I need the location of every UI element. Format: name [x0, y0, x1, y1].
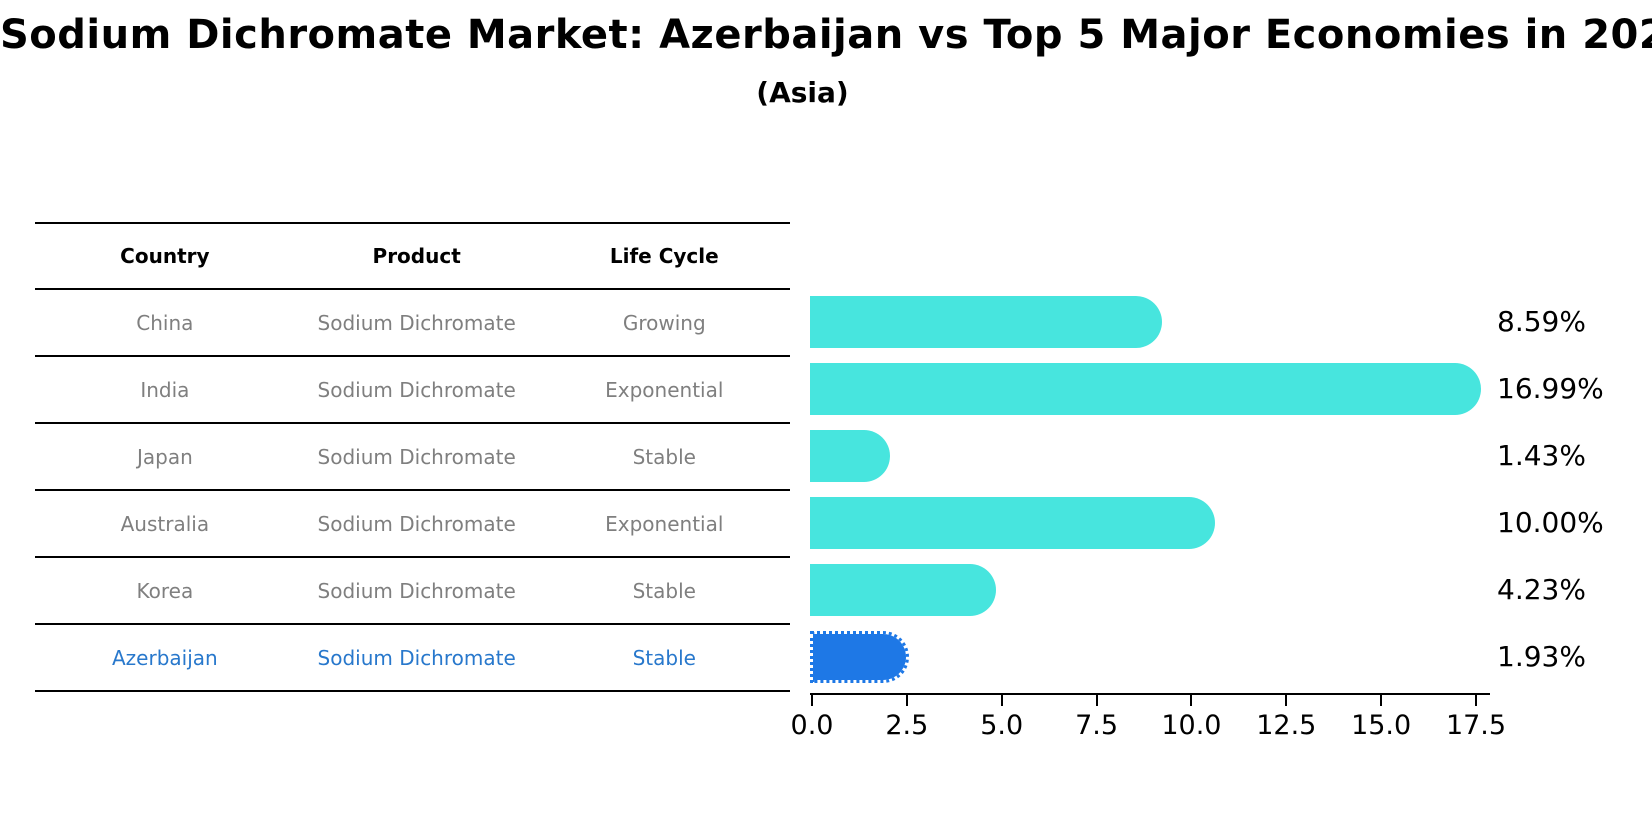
column-header-country: Country [120, 244, 210, 268]
table-cell-product: Sodium Dichromate [317, 511, 516, 536]
x-tick-label: 10.0 [1161, 710, 1222, 741]
bar-australia [810, 496, 1216, 549]
table-row: India Sodium Dichromate Exponential [35, 357, 790, 424]
bar-korea [810, 563, 997, 616]
table-cell-country: India [140, 377, 190, 402]
value-label: 16.99% [1497, 371, 1604, 405]
x-tick [1095, 693, 1098, 706]
table-cell-life-cycle: Growing [622, 310, 706, 335]
table-row: Azerbaijan Sodium Dichromate Stable [35, 625, 790, 692]
page-subtitle: (Asia) [756, 76, 849, 109]
page-title: Sodium Dichromate Market: Azerbaijan vs … [0, 12, 1652, 58]
table-cell-product: Sodium Dichromate [317, 444, 516, 469]
x-tick-label: 2.5 [885, 710, 929, 741]
value-label: 1.43% [1497, 438, 1586, 472]
value-label: 8.59% [1497, 304, 1586, 338]
table-row: Korea Sodium Dichromate Stable [35, 558, 790, 625]
table-cell-product: Sodium Dichromate [317, 377, 516, 402]
x-tick-label: 5.0 [980, 710, 1024, 741]
table-row: China Sodium Dichromate Growing [35, 290, 790, 357]
table-cell-product: Sodium Dichromate [317, 578, 516, 603]
comparison-table: Country Product Life Cycle China Sodium D… [35, 222, 790, 692]
x-tick [1285, 693, 1288, 706]
table-cell-life-cycle: Exponential [605, 377, 724, 402]
x-tick-label: 17.5 [1445, 710, 1507, 741]
x-tick [1000, 693, 1003, 706]
value-label: 1.93% [1497, 639, 1586, 673]
table-cell-country: China [136, 310, 194, 335]
column-header-life-cycle: Life Cycle [609, 244, 719, 268]
value-label: 4.23% [1497, 572, 1586, 606]
table-row: Japan Sodium Dichromate Stable [35, 424, 790, 491]
bar-azerbaijan [810, 630, 910, 683]
x-tick-label: 0.0 [790, 710, 834, 741]
x-tick [1475, 693, 1477, 706]
table-cell-product: Sodium Dichromate [317, 310, 516, 335]
column-header-product: Product [372, 244, 461, 268]
table-header-row: Country Product Life Cycle [35, 224, 790, 290]
table-cell-country: Azerbaijan [112, 645, 218, 670]
x-tick [1380, 693, 1383, 706]
x-tick-label: 15.0 [1351, 710, 1412, 741]
table-body: China Sodium Dichromate Growing India Sodium… [35, 290, 790, 692]
table-cell-life-cycle: Stable [632, 578, 696, 603]
bar-china [810, 295, 1162, 348]
table-cell-country: Japan [136, 444, 193, 469]
x-tick [811, 693, 813, 706]
x-axis-line [810, 693, 1490, 695]
value-label: 10.00% [1497, 505, 1604, 539]
table-row: Australia Sodium Dichromate Exponential [35, 491, 790, 558]
table-cell-life-cycle: Stable [632, 645, 696, 670]
table-cell-country: Australia [120, 511, 210, 536]
table-cell-country: Korea [136, 578, 194, 603]
table-cell-product: Sodium Dichromate [317, 645, 516, 670]
plot-area: 0.0 2.5 5.0 7.5 10.0 12.5 15.0 17.5 8.59% 16.99%… [791, 222, 1652, 802]
x-tick [905, 693, 908, 706]
x-tick-label: 7.5 [1075, 710, 1119, 741]
bar-japan [810, 429, 891, 482]
x-tick-label: 12.5 [1256, 710, 1317, 741]
x-tick [1190, 693, 1193, 706]
table-cell-life-cycle: Stable [632, 444, 696, 469]
bar-india [810, 362, 1481, 415]
table-cell-life-cycle: Exponential [605, 511, 724, 536]
